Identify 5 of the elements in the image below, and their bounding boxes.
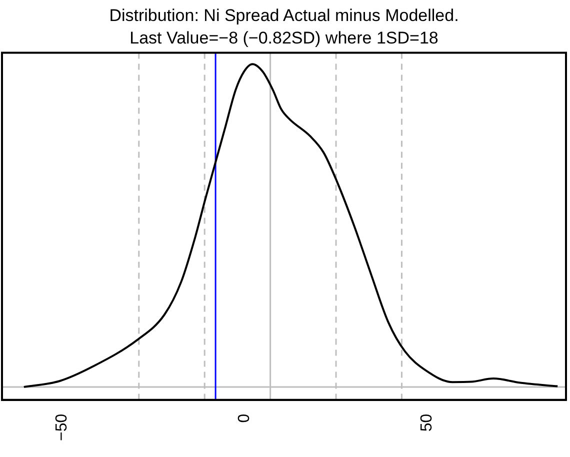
x-tick-label: 0 <box>236 414 254 423</box>
chart-title: Distribution: Ni Spread Actual minus Modelled. <box>109 6 459 25</box>
x-tick-label: −50 <box>54 414 71 441</box>
x-tick-label: 50 <box>418 414 436 432</box>
chart-subtitle: Last Value=−8 (−0.82SD) where 1SD=18 <box>130 28 438 48</box>
